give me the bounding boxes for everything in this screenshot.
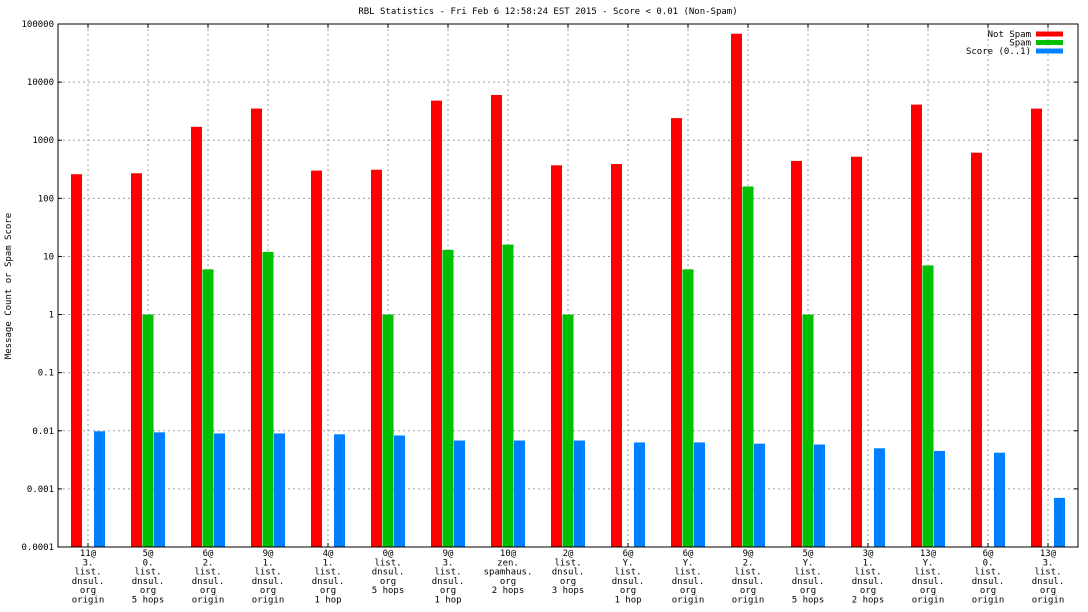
x-tick-label: 6@ 0. list. dnsul. org origin xyxy=(972,549,1005,606)
x-tick-label: 13@ Y. list. dnsul. org origin xyxy=(912,549,945,606)
bar-not-spam xyxy=(731,33,742,547)
y-tick-label: 0.1 xyxy=(38,369,54,379)
bar-not-spam xyxy=(371,169,382,547)
y-tick-label: 1000 xyxy=(32,136,54,146)
x-tick-label: 2@ list. dnsul. org 3 hops xyxy=(552,549,585,596)
y-tick-label: 0.0001 xyxy=(21,543,54,553)
bar-not-spam xyxy=(911,104,922,547)
bar-score-0-1 xyxy=(394,435,405,547)
bar-score-0-1 xyxy=(814,444,825,547)
x-tick-label: 6@ Y. list. dnsul. org 1 hop xyxy=(612,549,645,606)
x-tick-label: 5@ 0. list. dnsul. org 5 hops xyxy=(132,549,165,606)
bar-not-spam xyxy=(791,160,802,547)
bar-spam xyxy=(802,314,814,547)
y-tick-label: 100000 xyxy=(21,20,54,30)
bar-not-spam xyxy=(551,165,562,547)
bar-score-0-1 xyxy=(274,433,285,547)
bar-not-spam xyxy=(1031,108,1042,547)
bar-score-0-1 xyxy=(1054,497,1065,547)
legend-swatch xyxy=(1036,48,1063,54)
bar-score-0-1 xyxy=(994,452,1005,547)
legend-swatch xyxy=(1036,31,1063,37)
bar-not-spam xyxy=(671,118,682,548)
bar-spam xyxy=(682,269,694,547)
bars xyxy=(71,33,1065,548)
bar-not-spam xyxy=(611,163,622,548)
bar-not-spam xyxy=(431,100,442,548)
bar-not-spam xyxy=(851,156,862,547)
y-axis-label: Message Count or Spam Score xyxy=(4,213,14,359)
legend-label: Not Spam xyxy=(988,30,1031,40)
bar-spam xyxy=(742,186,754,548)
bar-spam xyxy=(142,314,154,547)
bar-spam xyxy=(562,314,574,547)
y-tick-label: 100 xyxy=(38,194,54,204)
bar-score-0-1 xyxy=(514,440,525,547)
legend-label: Score (0..1) xyxy=(966,47,1031,57)
x-tick-label: 13@ 3. list. dnsul. org origin xyxy=(1032,549,1065,606)
bar-score-0-1 xyxy=(694,442,705,547)
bar-not-spam xyxy=(71,174,82,548)
bar-spam xyxy=(442,249,454,548)
bar-score-0-1 xyxy=(574,440,585,547)
bar-spam xyxy=(202,269,214,547)
x-tick-label: 6@ Y. list. dnsul. org origin xyxy=(672,549,705,606)
x-tick-label: 5@ Y. list. dnsul. org 5 hops xyxy=(792,549,825,606)
legend-swatch xyxy=(1036,40,1063,45)
x-tick-labels: 11@ 3. list. dnsul. org origin 5@ 0. list. dnsul.… xyxy=(72,549,1065,606)
bar-score-0-1 xyxy=(634,442,645,547)
bar-not-spam xyxy=(491,95,502,547)
bar-spam xyxy=(262,251,274,547)
x-tick-label: 6@ 2. list. dnsul. org origin xyxy=(192,549,225,606)
bar-score-0-1 xyxy=(94,431,105,547)
x-tick-label: 4@ 1. list. dnsul. org 1 hop xyxy=(312,549,345,606)
y-tick-label: 1 xyxy=(49,311,54,321)
bar-not-spam xyxy=(251,108,262,547)
bar-not-spam xyxy=(311,170,322,547)
x-tick-label: 3@ 1. list. dnsul. org 2 hops xyxy=(852,549,885,606)
bar-score-0-1 xyxy=(334,434,345,547)
y-tick-label: 0.001 xyxy=(27,485,54,495)
y-tick-label: 0.01 xyxy=(32,427,54,437)
y-tick-label: 10 xyxy=(43,252,54,262)
bar-score-0-1 xyxy=(454,440,465,547)
x-tick-label: 10@ zen. spamhaus. org 2 hops xyxy=(484,549,533,596)
x-tick-label: 9@ 2. list. dnsul. org origin xyxy=(732,549,765,606)
bar-spam xyxy=(922,265,934,547)
chart-title: RBL Statistics - Fri Feb 6 12:58:24 EST … xyxy=(358,7,737,17)
bar-not-spam xyxy=(971,152,982,547)
x-tick-label: 9@ 3. list. dnsul. org 1 hop xyxy=(432,549,465,606)
bar-not-spam xyxy=(191,126,202,548)
bar-score-0-1 xyxy=(754,443,765,547)
bar-score-0-1 xyxy=(154,432,165,547)
x-tick-label: 0@ list. dnsul. org 5 hops xyxy=(372,549,405,596)
y-tick-labels: 0.0001 0.001 0.01 0.1 1 10 100 1000 10000 100000 xyxy=(21,20,54,553)
x-tick-label: 9@ 1. list. dnsul. org origin xyxy=(252,549,285,606)
plot-frame xyxy=(57,23,1079,548)
bar-score-0-1 xyxy=(874,448,885,547)
x-tick-label: 11@ 3. list. dnsul. org origin xyxy=(72,549,105,606)
bar-not-spam xyxy=(131,173,142,548)
bar-spam xyxy=(382,314,394,547)
bar-score-0-1 xyxy=(934,450,945,547)
y-tick-label: 10000 xyxy=(27,78,54,88)
legend-label: Spam xyxy=(1009,39,1031,49)
bar-spam xyxy=(502,244,514,547)
bar-score-0-1 xyxy=(214,433,225,547)
